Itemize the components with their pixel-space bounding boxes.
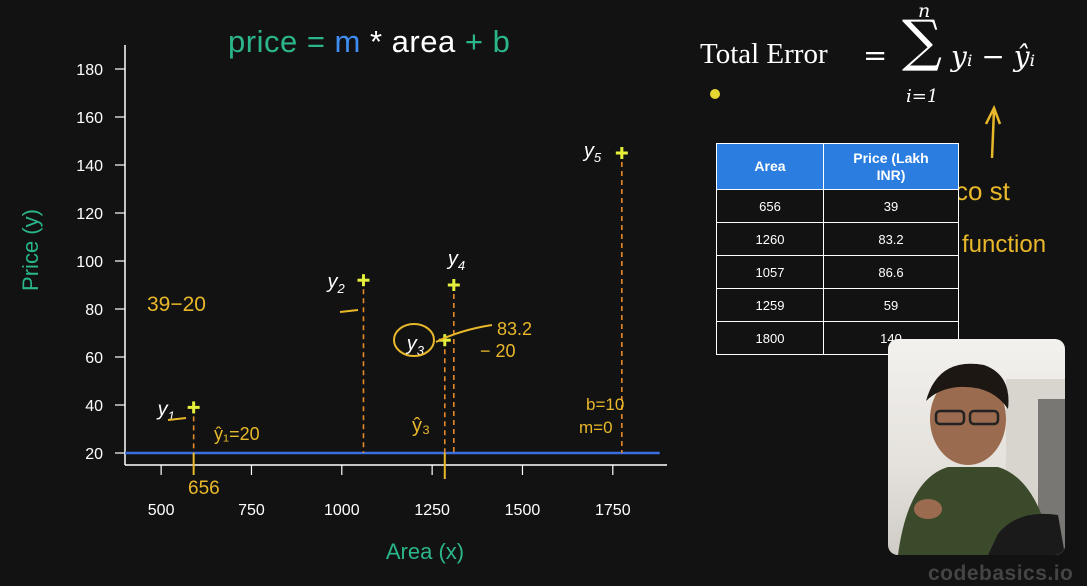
point-label-subscript: 1 <box>168 408 175 423</box>
eq-price: price <box>228 24 298 59</box>
annotation-39-20: 39−20 <box>147 293 206 316</box>
point-label: y4 <box>446 248 465 273</box>
chart-ticks: 20 40 60 80 100 120 140 160 180 500 750 1000 1250 150… <box>76 62 630 519</box>
annotation-circle-y3 <box>393 323 435 357</box>
watermark: codebasics.io <box>928 562 1074 585</box>
residual-lines <box>192 153 623 479</box>
table-cell: 656 <box>716 189 824 223</box>
table-header-area: Area <box>716 143 824 190</box>
y-tick-label: 120 <box>76 206 103 223</box>
point-label-subscript: 3 <box>417 343 425 358</box>
y-tick-label: 160 <box>76 110 103 127</box>
table-cell: 1260 <box>716 222 824 256</box>
table-cell: 83.2 <box>823 222 959 256</box>
table-row: 1259 59 <box>716 288 959 322</box>
point-label-subscript: 2 <box>336 281 345 296</box>
x-tick-label: 750 <box>238 502 265 519</box>
point-label: y2 <box>325 271 345 296</box>
table-header-price: Price (Lakh INR) <box>823 143 959 190</box>
total-error-label: Total Error <box>700 38 828 70</box>
table-cell: 1259 <box>716 288 824 322</box>
x-axis-label: Area (x) <box>386 539 464 564</box>
annotation-dash-y2 <box>339 309 359 313</box>
annotation-function: function <box>962 231 1046 258</box>
area-price-table: Area Price (Lakh INR) 656 39 1260 83.2 105… <box>716 143 959 355</box>
annotation-cost: co st <box>955 176 1011 206</box>
eq-b: b <box>492 24 511 59</box>
sigma-lower: i=1 <box>906 86 939 107</box>
chart-axes <box>124 45 667 466</box>
table-row: 1260 83.2 <box>716 222 959 256</box>
eq-area: area <box>391 24 456 59</box>
eq-m: m <box>334 24 361 59</box>
annotation-arrow-shaft <box>990 109 996 159</box>
annotation-y1-hat: ŷ₁=20 <box>214 424 260 444</box>
x-tick-label: 500 <box>148 502 175 519</box>
table-cell: 86.6 <box>823 255 959 289</box>
y-tick-label: 180 <box>76 62 103 79</box>
cursor-dot <box>710 89 720 99</box>
eq-equals: = <box>297 24 335 59</box>
equation-title: price = m * area + b <box>228 24 510 60</box>
table-cell: 1057 <box>716 255 824 289</box>
x-tick-label: 1750 <box>595 502 631 519</box>
table-row: 656 39 <box>716 189 959 223</box>
point-label-subscript: 5 <box>594 150 602 165</box>
total-error-formula: Total Error = n ∑ i=1 yᵢ − ŷᵢ <box>700 0 1080 110</box>
total-error-body: yᵢ − ŷᵢ <box>951 40 1036 73</box>
y-tick-label: 100 <box>76 254 103 271</box>
point-label: y5 <box>582 140 602 165</box>
presenter-silhouette <box>898 363 1065 555</box>
x-tick-label: 1500 <box>505 502 541 519</box>
annotation-656: 656 <box>188 478 220 499</box>
y-tick-label: 60 <box>85 350 103 367</box>
annotation-link-y3 <box>435 324 493 343</box>
sigma-icon: ∑ <box>902 9 942 74</box>
y-tick-label: 40 <box>85 398 103 415</box>
x-tick-label: 1250 <box>414 502 450 519</box>
annotation-minus-20: − 20 <box>480 341 516 361</box>
annotation-arrow-head <box>984 104 1002 125</box>
annotation-dash-y1 <box>167 417 187 421</box>
webcam-presenter <box>888 339 1065 555</box>
eq-plus: + <box>455 24 493 59</box>
table-row: 1057 86.6 <box>716 255 959 289</box>
eq-times: * <box>360 24 392 59</box>
total-error-equals: = <box>863 38 888 72</box>
annotation-83-2: 83.2 <box>497 319 532 339</box>
y-axis-label: Price (y) <box>18 209 43 291</box>
annotation-b-10: b=10 <box>586 395 624 414</box>
y-tick-label: 20 <box>85 446 103 463</box>
x-tick-label: 1000 <box>324 502 360 519</box>
annotation-y3-hat: ŷ₃ <box>412 415 430 437</box>
table-row: 1800 140 <box>716 321 959 355</box>
table-cell: 1800 <box>716 321 824 355</box>
table-cell: 59 <box>823 288 959 322</box>
sigma-upper: n <box>918 0 931 22</box>
table-header-row: Area Price (Lakh INR) <box>716 143 959 190</box>
y-tick-label: 80 <box>85 302 103 319</box>
y-tick-label: 140 <box>76 158 103 175</box>
annotation-m-0: m=0 <box>579 418 613 437</box>
point-label-subscript: 4 <box>458 258 465 273</box>
table-cell: 39 <box>823 189 959 223</box>
